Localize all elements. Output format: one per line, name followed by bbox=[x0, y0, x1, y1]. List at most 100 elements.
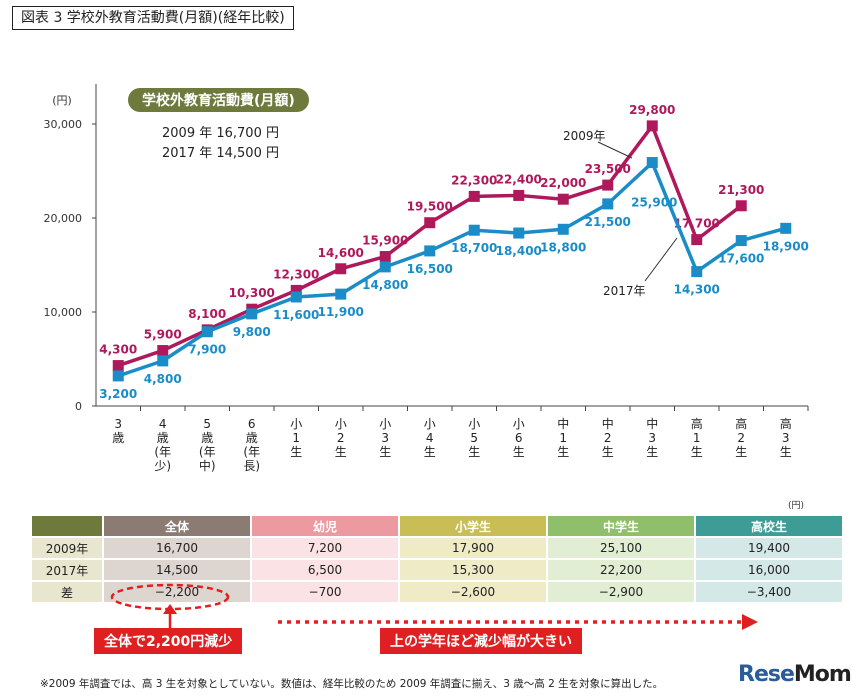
footnote: ※2009 年調査では、高 3 生を対象としていない。数値は、経年比較のため 2… bbox=[40, 678, 664, 690]
data-point-2017 bbox=[735, 235, 747, 247]
table-cell: 17,900 bbox=[400, 538, 546, 558]
data-point-2009 bbox=[513, 189, 525, 201]
table-header: 中学生 bbox=[548, 516, 694, 536]
table-corner bbox=[32, 516, 102, 536]
table-cell: 16,700 bbox=[104, 538, 250, 558]
table-unit: (円) bbox=[788, 501, 805, 511]
table-header: 小学生 bbox=[400, 516, 546, 536]
table-cell: −2,900 bbox=[548, 582, 694, 602]
y-tick-label: 10,000 bbox=[44, 306, 83, 319]
data-label-2009: 17,700 bbox=[674, 217, 720, 231]
data-label-2017: 7,900 bbox=[188, 343, 226, 357]
data-label-2009: 22,400 bbox=[496, 172, 542, 186]
table-row: 2017年 14,500 6,500 15,300 22,200 16,000 bbox=[32, 560, 842, 580]
x-tick-label: 4 歳(年少) bbox=[154, 417, 171, 473]
data-label-2017: 18,800 bbox=[540, 240, 586, 254]
table-row: 2009年 16,700 7,200 17,900 25,100 19,400 bbox=[32, 538, 842, 558]
data-label-2009: 8,100 bbox=[188, 307, 226, 321]
data-point-2009 bbox=[335, 263, 347, 275]
table-cell: 22,200 bbox=[548, 560, 694, 580]
data-label-2009: 5,900 bbox=[144, 328, 182, 342]
table-cell: −700 bbox=[252, 582, 398, 602]
table-cell: 19,400 bbox=[696, 538, 842, 558]
y-tick-label: 0 bbox=[75, 400, 82, 413]
data-point-2017 bbox=[646, 157, 658, 169]
summary-line-2017: 2017 年 14,500 円 bbox=[162, 146, 279, 161]
data-point-2009 bbox=[290, 284, 302, 296]
x-tick-label: 6 歳(年長) bbox=[243, 417, 260, 473]
data-point-2017 bbox=[513, 227, 525, 239]
table-row: 差 −2,200 −700 −2,600 −2,900 −3,400 bbox=[32, 582, 842, 602]
comparison-table: 全体 幼児 小学生 中学生 高校生 2009年 16,700 7,200 17,900 25,10… bbox=[30, 514, 844, 604]
callout-upper-grades: 上の学年ほど減少幅が大きい bbox=[380, 628, 582, 654]
data-point-2009 bbox=[112, 360, 124, 372]
line-chart: 0 10,000 20,000 30,000 (円) 3 歳 4 歳(年少) 5 歳(年中) 6 歳(年… bbox=[44, 84, 809, 473]
data-point-2017 bbox=[157, 355, 169, 367]
data-label-2017: 17,600 bbox=[718, 252, 764, 266]
data-point-2009 bbox=[157, 345, 169, 357]
table-cell: 6,500 bbox=[252, 560, 398, 580]
data-point-2017 bbox=[780, 222, 792, 234]
data-label-2009: 19,500 bbox=[407, 200, 453, 214]
data-point-2017 bbox=[602, 198, 614, 210]
data-label-2009: 29,800 bbox=[629, 103, 675, 117]
data-label-2009: 22,300 bbox=[451, 173, 497, 187]
table-cell: 14,500 bbox=[104, 560, 250, 580]
data-label-2017: 14,300 bbox=[674, 283, 720, 297]
table-header: 幼児 bbox=[252, 516, 398, 536]
data-label-2017: 25,900 bbox=[631, 196, 677, 210]
summary-box: 学校外教育活動費(月額) bbox=[128, 88, 309, 112]
data-label-2009: 12,300 bbox=[273, 267, 319, 281]
data-label-2009: 21,300 bbox=[718, 183, 764, 197]
table-cell: 15,300 bbox=[400, 560, 546, 580]
data-point-2009 bbox=[424, 217, 436, 229]
data-label-2009: 14,600 bbox=[318, 246, 364, 260]
data-point-2017 bbox=[557, 223, 569, 235]
y-axis-label: (円) bbox=[52, 94, 72, 107]
table-cell: 7,200 bbox=[252, 538, 398, 558]
y-tick-label: 20,000 bbox=[44, 212, 83, 225]
data-point-2017 bbox=[379, 261, 391, 273]
figure-title: 図表 3 学校外教育活動費(月額)(経年比較) bbox=[12, 6, 294, 30]
callout-total-decrease: 全体で2,200円減少 bbox=[94, 628, 243, 654]
table-header: 全体 bbox=[104, 516, 250, 536]
series-line-2017 bbox=[117, 160, 787, 378]
table-header: 高校生 bbox=[696, 516, 842, 536]
x-tick-label: 5 歳(年中) bbox=[199, 417, 216, 473]
resemom-logo: ReseMom bbox=[738, 662, 852, 687]
data-point-2017 bbox=[691, 266, 703, 278]
table-cell: −3,400 bbox=[696, 582, 842, 602]
summary-line-2009: 2009 年 16,700 円 bbox=[162, 126, 279, 141]
series-name-2017: 2017年 bbox=[603, 284, 646, 298]
data-point-2017 bbox=[468, 224, 480, 236]
data-label-2017: 14,800 bbox=[362, 278, 408, 292]
data-label-2009: 22,000 bbox=[540, 176, 586, 190]
data-label-2017: 9,800 bbox=[233, 325, 271, 339]
data-label-2009: 23,500 bbox=[585, 162, 631, 176]
data-point-2017 bbox=[290, 291, 302, 303]
data-point-2009 bbox=[557, 193, 569, 205]
table-row-label: 差 bbox=[32, 582, 102, 602]
data-label-2017: 18,900 bbox=[763, 239, 809, 253]
data-point-2009 bbox=[691, 234, 703, 246]
table-row-label: 2009年 bbox=[32, 538, 102, 558]
table-cell: 16,000 bbox=[696, 560, 842, 580]
summary-title: 学校外教育活動費(月額) bbox=[128, 88, 309, 112]
table-row-label: 2017年 bbox=[32, 560, 102, 580]
data-point-2009 bbox=[735, 200, 747, 212]
data-label-2009: 15,900 bbox=[362, 234, 408, 248]
data-point-2009 bbox=[379, 251, 391, 263]
callout-arrow-head bbox=[163, 604, 177, 614]
data-label-2017: 11,900 bbox=[318, 305, 364, 319]
